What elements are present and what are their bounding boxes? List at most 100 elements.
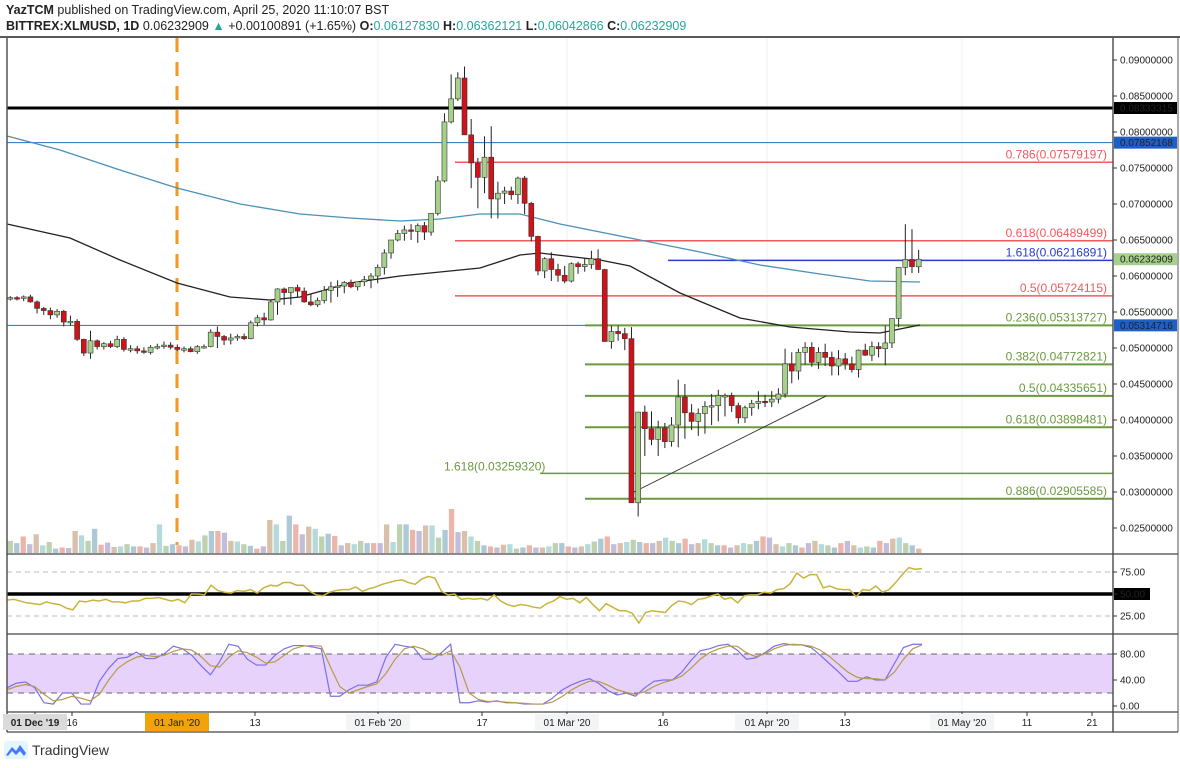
- high-value: 0.06362121: [456, 19, 523, 33]
- candle: [829, 357, 835, 367]
- price-axis-label: 0.09000000: [1120, 56, 1173, 67]
- candle: [455, 77, 461, 100]
- price-axis-label: 0.07500000: [1120, 164, 1173, 175]
- price-tag: [1114, 102, 1177, 115]
- price-change: +0.00100891 (+1.65%): [228, 19, 357, 33]
- candle: [909, 259, 915, 267]
- candle: [869, 346, 875, 356]
- fib-level-label: 0.618(0.06489499): [1006, 226, 1107, 240]
- candle: [60, 310, 67, 323]
- price-axis-label: 0.08500000: [1120, 92, 1173, 103]
- candle: [561, 274, 568, 282]
- stoch-rsi-pane[interactable]: [6, 642, 1113, 705]
- svg-text:0.08333315: 0.08333315: [1120, 104, 1173, 115]
- candle: [808, 346, 815, 363]
- time-axis-label: 13: [839, 718, 851, 729]
- candle: [388, 239, 394, 254]
- brand-name: TradingView: [32, 742, 110, 758]
- publish-info: YazTCM published on TradingView.com, Apr…: [6, 3, 389, 17]
- candle: [621, 333, 628, 339]
- candle: [788, 363, 795, 372]
- candle: [581, 264, 588, 267]
- candle: [889, 318, 895, 344]
- candle: [802, 346, 808, 353]
- candle: [601, 269, 608, 342]
- candle: [715, 395, 722, 406]
- close-value: 0.06232909: [620, 19, 687, 33]
- candle: [368, 275, 374, 280]
- candle: [728, 395, 735, 406]
- candle: [755, 400, 762, 404]
- candle: [682, 396, 688, 414]
- rsi-line: [6, 566, 923, 625]
- candle: [708, 405, 715, 408]
- symbol-legend: BITTREX:XLMUSD, 1D 0.06232909 ▲ +0.00100…: [6, 19, 686, 33]
- candle: [7, 297, 14, 300]
- candle: [535, 236, 541, 272]
- candle: [114, 339, 121, 347]
- candle: [227, 337, 234, 341]
- price-axis-label: 0.05000000: [1120, 344, 1173, 355]
- candle: [214, 331, 221, 337]
- candle: [281, 288, 287, 293]
- candle: [608, 331, 615, 342]
- candle: [94, 340, 100, 347]
- fib-level-label: 1.618(0.03259320): [444, 459, 545, 473]
- candle: [247, 322, 254, 339]
- candle: [902, 259, 909, 268]
- stoch-axis-label: 0.00: [1120, 702, 1140, 713]
- candle: [842, 358, 848, 365]
- candle: [541, 258, 548, 272]
- candle: [855, 349, 862, 370]
- time-axis-label: 13: [249, 718, 261, 729]
- candle: [268, 301, 274, 321]
- price-tag: [1114, 136, 1177, 149]
- price-axis-label: 0.04000000: [1120, 416, 1173, 427]
- price-axis-label: 0.05500000: [1120, 308, 1173, 319]
- candle: [314, 300, 321, 306]
- fib-level-label: 1.618(0.06216891): [1006, 245, 1107, 259]
- open-value: 0.06127830: [373, 19, 440, 33]
- candle: [241, 336, 247, 339]
- trendline[interactable]: [629, 395, 827, 495]
- price-tag: [1114, 319, 1177, 332]
- candle: [107, 343, 114, 347]
- price-pane[interactable]: 0.786(0.07579197) 0.618(0.06489499) 1.618(…: [6, 38, 1113, 712]
- candle: [815, 352, 822, 363]
- candle: [374, 267, 381, 277]
- rsi-pane[interactable]: [6, 566, 1113, 625]
- candle: [308, 301, 314, 306]
- candle: [74, 321, 80, 340]
- publish-text: published on TradingView.com, April 25, …: [57, 3, 390, 17]
- candle: [341, 282, 348, 287]
- fib-level-label: 0.786(0.07579197): [1006, 147, 1107, 161]
- candle: [381, 252, 388, 268]
- candle: [742, 407, 748, 419]
- time-axis-label: 01 Dec '19: [11, 718, 60, 729]
- candle: [775, 393, 782, 400]
- candle: [261, 317, 267, 321]
- open-label: O:: [359, 19, 374, 33]
- axes: 0.09000000 0.08500000 0.08000000 0.07500000…: [3, 38, 1179, 733]
- candle: [521, 177, 528, 204]
- candle: [87, 340, 94, 354]
- time-axis-label: 01 Feb '20: [355, 718, 402, 729]
- candle: [27, 296, 34, 303]
- symbol-name[interactable]: BITTREX:XLMUSD, 1D: [6, 19, 140, 33]
- candle: [161, 344, 167, 347]
- candle: [875, 346, 882, 350]
- tradingview-footer[interactable]: TradingView: [4, 741, 109, 759]
- last-price: 0.06232909: [142, 19, 209, 33]
- candle: [648, 428, 655, 440]
- candle: [354, 281, 361, 288]
- candle: [234, 336, 241, 339]
- candle: [835, 358, 842, 367]
- fib-level-label: 0.236(0.05313727): [1006, 310, 1107, 324]
- candle: [501, 190, 508, 194]
- stoch-axis-label: 80.00: [1120, 650, 1145, 661]
- candle: [528, 202, 535, 237]
- rsi-axis-label: 50.00: [1120, 590, 1145, 601]
- candle: [695, 413, 702, 422]
- candle: [201, 346, 207, 349]
